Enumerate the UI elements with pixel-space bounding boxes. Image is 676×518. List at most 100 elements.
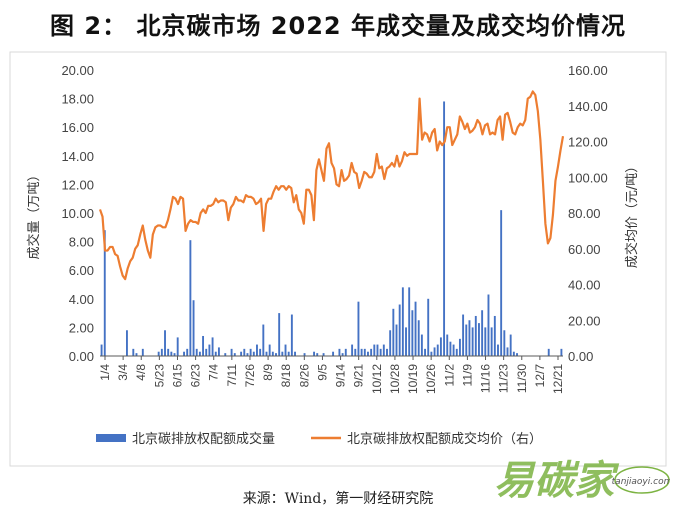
watermark-site: tanjiaoyi.com <box>612 477 670 487</box>
y-left-tick-label: 20.00 <box>61 63 94 78</box>
volume-bar <box>202 335 205 356</box>
volume-bar <box>281 351 284 356</box>
watermark-logo: 易碳家 tanjiaoyi.com <box>494 458 670 504</box>
volume-bar <box>354 348 357 356</box>
y-axis-right-label: 成交均价（元/吨） <box>624 160 640 268</box>
x-tick-label: 10/19 <box>406 364 420 394</box>
x-tick-label: 12/7 <box>533 364 547 388</box>
y-right-tick-label: 20.00 <box>568 313 601 328</box>
x-tick-label: 3/4 <box>116 364 130 381</box>
volume-bar <box>132 348 135 356</box>
x-tick-label: 7/11 <box>225 364 239 387</box>
volume-bar <box>275 353 277 356</box>
y-axis-left-label: 成交量（万吨） <box>26 168 42 259</box>
volume-bar <box>217 347 220 356</box>
volume-bar <box>256 344 258 356</box>
volume-bar <box>313 351 316 356</box>
volume-bar <box>357 301 360 356</box>
volume-bar <box>516 353 518 356</box>
volume-bar <box>189 240 192 356</box>
volume-bar <box>262 324 265 356</box>
y-right-tick-label: 0.00 <box>568 349 593 364</box>
y-left-tick-label: 10.00 <box>61 206 94 221</box>
volume-bar <box>265 351 268 356</box>
volume-bar <box>478 323 480 356</box>
volume-bar <box>443 101 446 357</box>
volume-bar <box>367 351 369 356</box>
volume-bar <box>214 351 217 356</box>
volume-bar <box>398 304 401 356</box>
y-left-tick-label: 14.00 <box>61 149 94 164</box>
volume-bar <box>294 351 296 356</box>
volume-bar <box>449 341 452 356</box>
volume-bar <box>395 324 398 356</box>
volume-bar <box>360 348 363 356</box>
volume-bar <box>183 351 185 356</box>
legend-item-price: 北京碳排放权配额成交均价（右） <box>311 431 542 447</box>
volume-bar <box>455 348 458 356</box>
volume-bar <box>259 348 262 356</box>
volume-bar <box>208 344 211 356</box>
watermark-site-badge <box>614 466 670 494</box>
volume-bar <box>436 344 439 356</box>
volume-bar <box>135 353 138 356</box>
volume-bar <box>278 313 281 356</box>
y-left-tick-label: 8.00 <box>69 235 94 250</box>
volume-bar <box>405 327 407 356</box>
y-right-tick-label: 40.00 <box>568 278 601 293</box>
volume-bar <box>126 330 128 356</box>
volume-bar <box>271 351 274 356</box>
x-tick-label: 8/9 <box>261 364 275 381</box>
legend-item-volume: 北京碳排放权配额成交量 <box>96 431 275 447</box>
volume-bar <box>484 327 487 356</box>
volume-bar <box>417 320 420 356</box>
price-line <box>98 90 565 281</box>
y-left-tick-label: 4.00 <box>69 292 94 307</box>
volume-bar <box>487 294 490 356</box>
volume-bar <box>205 348 208 356</box>
x-tick-label: 9/21 <box>352 364 366 388</box>
volume-bars <box>100 101 563 357</box>
x-tick-label: 9/14 <box>334 364 348 388</box>
volume-bar <box>332 351 335 356</box>
y-left-tick-label: 2.00 <box>69 320 94 335</box>
volume-bar <box>170 351 173 356</box>
volume-bar <box>290 314 293 356</box>
volume-bar <box>316 353 319 356</box>
volume-bar <box>344 348 347 356</box>
volume-bar <box>414 301 417 356</box>
x-tick-label: 1/4 <box>98 364 112 381</box>
volume-bar <box>430 351 433 356</box>
volume-bar <box>249 348 252 356</box>
volume-bar <box>195 348 198 356</box>
y-left-tick-label: 0.00 <box>69 349 94 364</box>
volume-bar <box>160 348 163 356</box>
volume-bar <box>303 353 306 356</box>
volume-bar <box>424 348 426 356</box>
volume-bar <box>268 344 271 356</box>
volume-bar <box>363 348 366 356</box>
volume-bar <box>408 287 411 356</box>
volume-bar <box>198 351 201 356</box>
plot-area-frame <box>9 51 667 467</box>
volume-bar <box>490 327 493 356</box>
volume-bar <box>481 310 484 356</box>
y-left-tick-label: 6.00 <box>69 263 94 278</box>
x-tick-label: 10/26 <box>424 364 438 394</box>
volume-bar <box>103 230 106 356</box>
legend-label-price: 北京碳排放权配额成交均价（右） <box>347 431 542 447</box>
volume-bar <box>322 353 325 356</box>
volume-bar <box>100 344 103 356</box>
x-tick-label: 9/5 <box>315 364 329 381</box>
volume-bar <box>468 320 471 356</box>
volume-bar <box>351 344 354 356</box>
volume-bar <box>230 348 233 356</box>
volume-bar <box>186 348 189 356</box>
volume-bar <box>497 344 499 356</box>
x-tick-label: 4/8 <box>134 364 148 381</box>
volume-bar <box>465 324 468 356</box>
volume-bar <box>493 315 496 356</box>
volume-bar <box>389 330 392 356</box>
y-axis-right-ticks: 0.00 20.00 40.00 60.00 80.00 100.00 120.00 140.… <box>568 63 608 364</box>
